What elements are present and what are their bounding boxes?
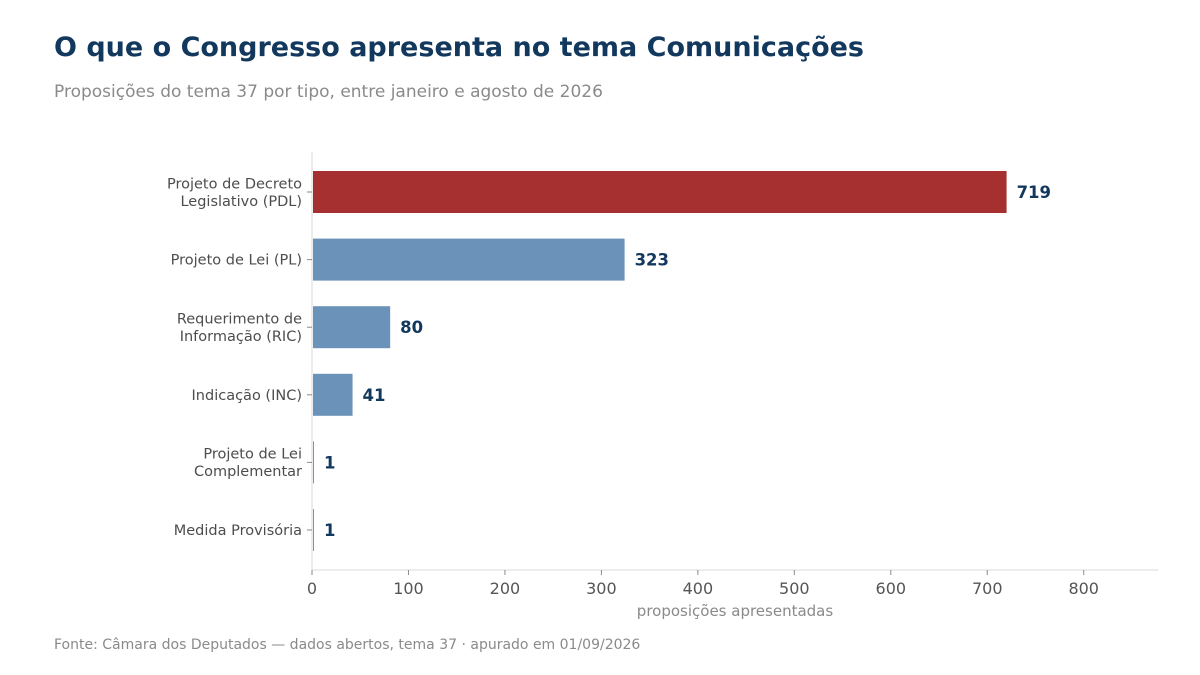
x-tick-label: 200 — [490, 579, 521, 598]
chart-title: O que o Congresso apresenta no tema Comu… — [54, 32, 864, 63]
category-label-line: Complementar — [194, 464, 302, 480]
category-label-line: Requerimento de — [177, 311, 302, 327]
bar — [313, 509, 314, 551]
value-label: 1 — [324, 453, 335, 472]
category-label-line: Projeto de Lei (PL) — [171, 253, 302, 269]
category-label: Projeto de Lei (PL) — [171, 253, 302, 269]
x-tick-label: 600 — [876, 579, 907, 598]
bar — [313, 171, 1007, 213]
x-tick-label: 100 — [393, 579, 424, 598]
value-label: 41 — [363, 386, 386, 405]
category-label-line: Medida Provisória — [174, 523, 302, 539]
x-tick-label: 500 — [779, 579, 810, 598]
x-tick-label: 800 — [1068, 579, 1099, 598]
x-tick-label: 400 — [683, 579, 714, 598]
x-tick-label: 700 — [972, 579, 1003, 598]
bar — [313, 306, 391, 349]
x-tick-label: 0 — [307, 579, 317, 598]
axes-group: 0 100 200 300 400 500 600 700 800 Projeto de Decr… — [167, 152, 1158, 598]
bar — [313, 441, 314, 484]
category-label: Medida Provisória — [174, 523, 302, 539]
value-label: 323 — [635, 251, 669, 270]
bar — [313, 373, 353, 416]
category-label-line: Projeto de Decreto — [167, 176, 302, 192]
chart-subtitle: Proposições do tema 37 por tipo, entre j… — [54, 82, 603, 102]
x-tick-label: 300 — [586, 579, 617, 598]
category-label-line: Projeto de Lei — [203, 447, 302, 463]
category-label: Projeto de Lei Complementar — [194, 447, 302, 481]
category-label-line: Legislativo (PDL) — [180, 194, 302, 210]
category-label-line: Informação (RIC) — [180, 329, 302, 345]
value-label: 719 — [1017, 183, 1051, 202]
category-label: Projeto de Decreto Legislativo (PDL) — [167, 176, 302, 210]
category-label: Requerimento de Informação (RIC) — [177, 311, 302, 345]
value-label: 80 — [400, 318, 423, 337]
bar — [313, 238, 625, 281]
bars-group: 719 323 80 41 1 1 — [313, 171, 1051, 551]
category-label: Indicação (INC) — [192, 388, 302, 404]
x-axis-title: proposições apresentadas — [637, 602, 834, 620]
source-note: Fonte: Câmara dos Deputados — dados aber… — [54, 637, 641, 653]
value-label: 1 — [324, 521, 335, 540]
category-label-line: Indicação (INC) — [192, 388, 302, 404]
